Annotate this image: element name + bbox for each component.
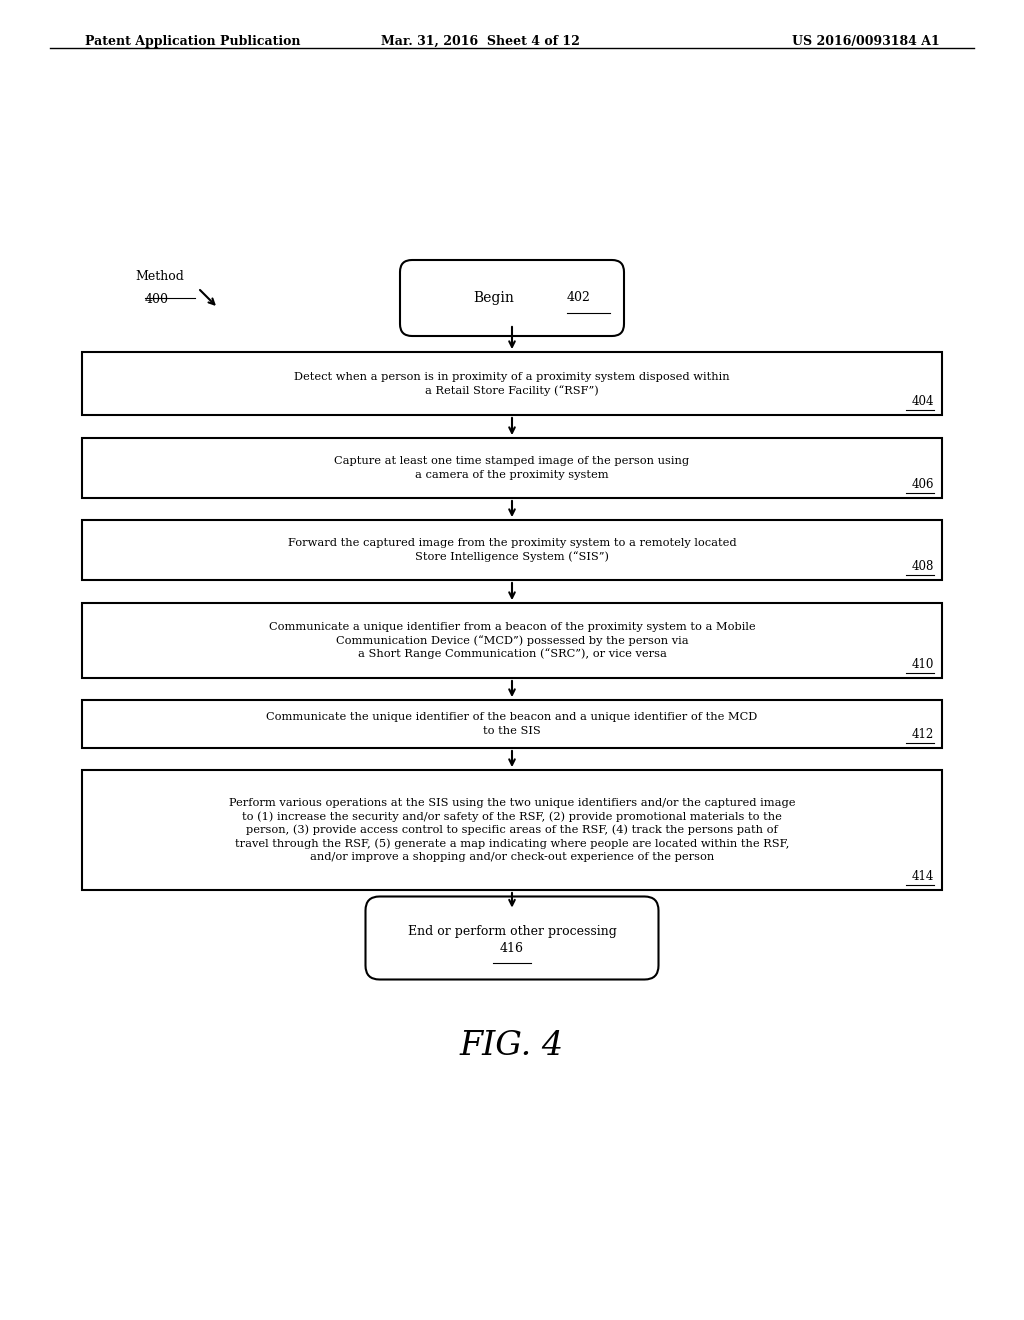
FancyBboxPatch shape [400, 260, 624, 337]
Text: Communicate a unique identifier from a beacon of the proximity system to a Mobil: Communicate a unique identifier from a b… [268, 622, 756, 632]
Text: 400: 400 [145, 293, 169, 306]
Text: travel through the RSF, (5) generate a map indicating where people are located w: travel through the RSF, (5) generate a m… [234, 838, 790, 849]
Text: Communication Device (“MCD”) possessed by the person via: Communication Device (“MCD”) possessed b… [336, 635, 688, 645]
Text: US 2016/0093184 A1: US 2016/0093184 A1 [793, 36, 940, 48]
Text: person, (3) provide access control to specific areas of the RSF, (4) track the p: person, (3) provide access control to sp… [246, 825, 778, 836]
FancyBboxPatch shape [366, 896, 658, 979]
Text: to the SIS: to the SIS [483, 726, 541, 735]
Text: Detect when a person is in proximity of a proximity system disposed within: Detect when a person is in proximity of … [294, 372, 730, 381]
Text: 410: 410 [911, 657, 934, 671]
Text: FIG. 4: FIG. 4 [460, 1030, 564, 1063]
Text: 408: 408 [911, 560, 934, 573]
Text: and/or improve a shopping and/or check-out experience of the person: and/or improve a shopping and/or check-o… [310, 851, 714, 862]
Text: Store Intelligence System (“SIS”): Store Intelligence System (“SIS”) [415, 552, 609, 562]
Text: to (1) increase the security and/or safety of the RSF, (2) provide promotional m: to (1) increase the security and/or safe… [242, 812, 782, 822]
Text: Begin: Begin [473, 290, 514, 305]
Text: 412: 412 [911, 729, 934, 741]
Text: a camera of the proximity system: a camera of the proximity system [415, 470, 609, 479]
Text: End or perform other processing: End or perform other processing [408, 924, 616, 937]
Text: 404: 404 [911, 395, 934, 408]
Text: Patent Application Publication: Patent Application Publication [85, 36, 300, 48]
Text: Communicate the unique identifier of the beacon and a unique identifier of the M: Communicate the unique identifier of the… [266, 713, 758, 722]
Text: Mar. 31, 2016  Sheet 4 of 12: Mar. 31, 2016 Sheet 4 of 12 [381, 36, 580, 48]
FancyBboxPatch shape [82, 520, 942, 579]
FancyBboxPatch shape [82, 352, 942, 414]
Text: 414: 414 [911, 870, 934, 883]
Text: Perform various operations at the SIS using the two unique identifiers and/or th: Perform various operations at the SIS us… [228, 799, 796, 808]
Text: Forward the captured image from the proximity system to a remotely located: Forward the captured image from the prox… [288, 539, 736, 548]
Text: 416: 416 [500, 942, 524, 956]
Text: 402: 402 [567, 292, 591, 305]
Text: a Short Range Communication (“SRC”), or vice versa: a Short Range Communication (“SRC”), or … [357, 648, 667, 660]
FancyBboxPatch shape [82, 770, 942, 890]
Text: a Retail Store Facility (“RSF”): a Retail Store Facility (“RSF”) [425, 385, 599, 396]
FancyBboxPatch shape [82, 603, 942, 678]
FancyBboxPatch shape [82, 438, 942, 498]
Text: Capture at least one time stamped image of the person using: Capture at least one time stamped image … [335, 457, 689, 466]
Text: Method: Method [135, 271, 184, 282]
FancyBboxPatch shape [82, 700, 942, 748]
Text: 406: 406 [911, 478, 934, 491]
